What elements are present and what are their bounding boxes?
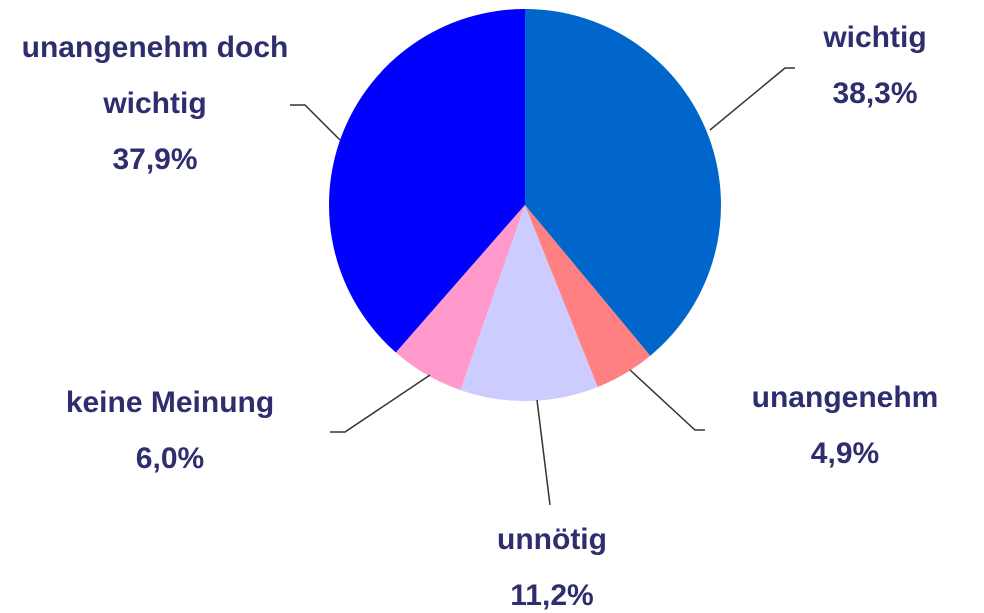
slice-label: keine Meinung 6,0% xyxy=(20,375,320,487)
value-label: 6,0% xyxy=(135,442,205,475)
category-label: unangenehm doch wichtig xyxy=(21,31,289,120)
slice-label: unnötig 11,2% xyxy=(402,512,702,613)
category-label: unnötig xyxy=(497,523,607,556)
value-label: 37,9% xyxy=(112,143,198,176)
slice-label: wichtig 38,3% xyxy=(725,10,984,122)
slice-label: unangenehm doch wichtig 37,9% xyxy=(5,20,305,188)
pie-slice xyxy=(395,205,525,391)
category-label: unangenehm xyxy=(751,381,939,414)
pie-slice xyxy=(525,205,651,387)
value-label: 4,9% xyxy=(810,437,880,470)
leader-line xyxy=(536,399,551,506)
leader-line xyxy=(709,67,795,131)
pie-slice xyxy=(460,205,598,401)
leader-line xyxy=(629,369,705,431)
value-label: 38,3% xyxy=(832,77,918,110)
value-label: 11,2% xyxy=(510,579,594,612)
pie-slice xyxy=(525,9,721,356)
category-label: wichtig xyxy=(823,21,927,54)
pie-slice xyxy=(328,9,525,353)
slice-label: unangenehm 4,9% xyxy=(695,370,984,482)
leader-line xyxy=(290,104,341,141)
category-label: keine Meinung xyxy=(65,386,275,419)
leader-line xyxy=(330,374,431,433)
